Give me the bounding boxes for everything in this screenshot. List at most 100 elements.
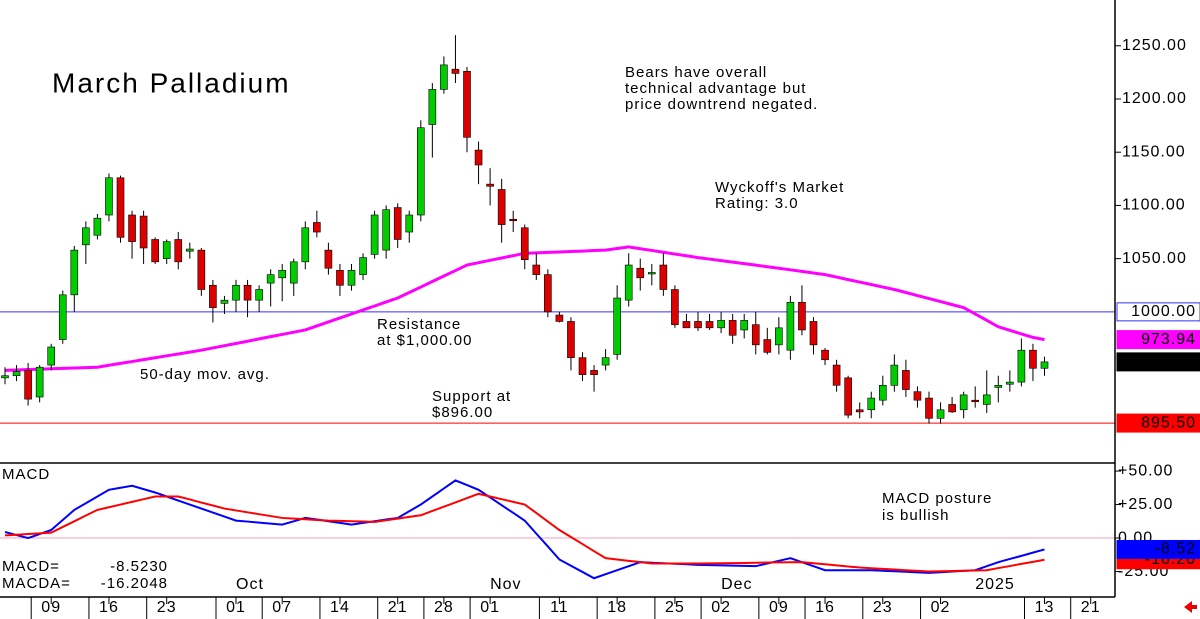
x-tick-label: 21	[388, 599, 408, 616]
candle-body	[220, 299, 229, 304]
candle-body	[486, 183, 494, 187]
candle-body	[694, 321, 702, 329]
candle-body	[289, 261, 298, 284]
value-box-label: -8.52	[1155, 541, 1196, 558]
candle-body	[740, 320, 749, 331]
ma-label: 50-day mov. avg.	[140, 366, 270, 383]
candle-body	[520, 227, 529, 261]
candle-body	[751, 324, 760, 346]
value-box-label: 1000.00	[1131, 303, 1196, 320]
candle-body	[255, 289, 263, 301]
value-box-label: 973.94	[1141, 331, 1196, 348]
candle-body	[278, 270, 287, 279]
value-box	[1116, 302, 1200, 322]
candle-body	[971, 399, 980, 403]
candle-body	[347, 270, 356, 286]
candle-body	[867, 397, 876, 411]
level-annotation: $896.00	[432, 404, 493, 421]
candle-body	[451, 68, 460, 74]
candle-body	[982, 394, 991, 405]
candle-body	[682, 321, 691, 329]
candle-body	[613, 297, 621, 355]
value-box-label: 953.00	[1141, 353, 1196, 370]
candle-body	[775, 327, 783, 346]
month-label: Nov	[490, 576, 521, 593]
level-annotation: Support at	[432, 388, 511, 405]
macd-line	[4, 492, 1045, 573]
month-label: 2025	[975, 576, 1015, 593]
candle-body	[544, 274, 552, 313]
plot-area	[0, 35, 1121, 580]
candle-body	[428, 89, 437, 125]
value-box	[1116, 539, 1200, 559]
candle-body	[878, 385, 887, 401]
month-label: Dec	[721, 576, 752, 593]
x-tick-label: 14	[330, 599, 350, 616]
x-tick-label: 25	[665, 599, 685, 616]
candle-body	[671, 289, 679, 325]
candle-body	[232, 284, 240, 301]
level-annotation: at $1,000.00	[377, 332, 472, 349]
scroll-arrow[interactable]	[1184, 601, 1197, 613]
annotation: technical advantage but	[625, 80, 806, 97]
candle-body	[994, 385, 1003, 388]
candle-body	[47, 346, 56, 366]
candle-body	[717, 320, 725, 329]
macd-line	[4, 479, 1045, 580]
annotation: Rating: 3.0	[715, 195, 799, 212]
candle-body	[624, 264, 633, 301]
candle-body	[12, 371, 21, 377]
x-tick-label: 23	[873, 599, 893, 616]
candle-body	[174, 239, 183, 263]
candle-body	[139, 215, 148, 249]
macd-title: MACD	[2, 466, 50, 483]
y-tick-label: 1150.00	[1122, 143, 1186, 160]
candle-body	[890, 364, 899, 386]
y-tick-label: 1050.00	[1122, 250, 1187, 267]
candle-body	[763, 339, 772, 353]
readout-value: -16.2048	[101, 575, 168, 592]
x-tick-label: 09	[41, 599, 61, 616]
x-tick-label: 11	[550, 599, 569, 616]
candle-body	[1040, 361, 1049, 369]
candle-body	[116, 177, 125, 238]
candle-body	[58, 294, 67, 340]
y-tick-label: 1100.00	[1122, 197, 1186, 214]
candle-body	[370, 214, 379, 255]
x-tick-label: 07	[272, 599, 292, 616]
readout-box	[0, 557, 172, 595]
x-tick-label: 02	[931, 599, 951, 616]
x-tick-label: 01	[480, 599, 500, 616]
candle-body	[382, 209, 390, 251]
candle-body	[809, 321, 818, 346]
value-box-label: 895.50	[1141, 414, 1196, 431]
candle-body	[855, 409, 864, 413]
candle-body	[1029, 349, 1037, 369]
candle-body	[35, 366, 44, 398]
candle-body	[209, 284, 217, 308]
readout-name: MACD=	[2, 558, 60, 575]
candle-body	[405, 214, 414, 233]
candle-body	[197, 249, 206, 290]
x-tick-label: 23	[157, 599, 177, 616]
candle-body	[243, 284, 252, 301]
annotation: Bears have overall	[625, 64, 767, 81]
candle-body	[601, 357, 610, 366]
candle-body	[266, 274, 275, 284]
candle-body	[798, 301, 806, 331]
candle-body	[301, 227, 310, 263]
candle-body	[93, 217, 102, 236]
candle-body	[82, 227, 90, 246]
candle-body	[336, 270, 344, 286]
candle-body	[1017, 349, 1026, 383]
y-tick-label: 1200.00	[1122, 90, 1187, 107]
candle-body	[636, 267, 645, 279]
x-tick-label: 01	[226, 599, 246, 616]
x-tick-label: 28	[434, 599, 454, 616]
candle-body	[105, 177, 113, 216]
x-tick-label: 09	[769, 599, 789, 616]
value-box	[1116, 413, 1200, 433]
y2-tick-label: +25.00	[1118, 496, 1173, 513]
level-annotation: Resistance	[377, 316, 461, 333]
